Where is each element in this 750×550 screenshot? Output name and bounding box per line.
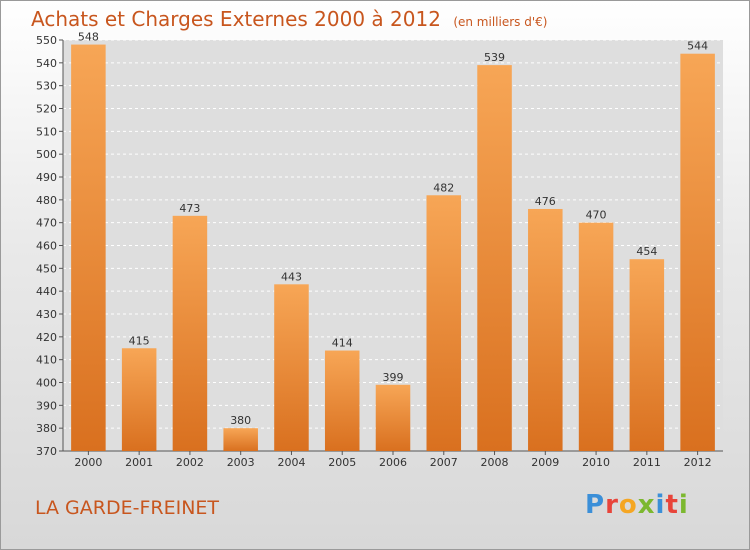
x-tick-label: 2011	[633, 456, 661, 469]
data-label: 544	[687, 40, 708, 53]
logo-letter: t	[665, 490, 679, 520]
data-label: 399	[383, 371, 404, 384]
proxiti-logo: Proxiti	[585, 490, 689, 520]
y-tick-label: 440	[36, 285, 57, 298]
bar	[578, 222, 614, 451]
logo-letter: i	[655, 490, 666, 520]
bar	[680, 53, 715, 451]
y-tick-label: 380	[36, 422, 57, 435]
y-tick-label: 540	[36, 57, 57, 70]
logo-letter: o	[618, 490, 638, 520]
bar	[324, 350, 360, 451]
bar	[274, 284, 309, 451]
data-label: 548	[78, 31, 99, 44]
y-tick-label: 530	[36, 80, 57, 93]
logo-letter: P	[585, 490, 606, 520]
logo-letter: r	[605, 490, 619, 520]
data-label: 473	[179, 202, 200, 215]
bar	[477, 65, 512, 451]
data-label: 539	[484, 51, 505, 64]
chart-unit: (en milliers d'€)	[453, 15, 548, 29]
x-tick-label: 2008	[481, 456, 509, 469]
data-label: 482	[433, 181, 454, 194]
chart-title: Achats et Charges Externes 2000 à 2012 (…	[31, 7, 547, 31]
logo-letter: i	[678, 490, 689, 520]
x-tick-label: 2003	[227, 456, 255, 469]
data-label: 470	[586, 209, 607, 222]
y-tick-label: 510	[36, 125, 57, 138]
y-tick-label: 390	[36, 399, 57, 412]
y-tick-label: 480	[36, 194, 57, 207]
bar	[375, 384, 411, 451]
x-tick-label: 2009	[531, 456, 559, 469]
y-tick-label: 370	[36, 445, 57, 458]
bar	[426, 195, 462, 451]
x-tick-label: 2012	[684, 456, 712, 469]
x-tick-label: 2001	[125, 456, 153, 469]
y-tick-label: 520	[36, 103, 57, 116]
commune-name: LA GARDE-FREINET	[35, 497, 220, 519]
data-label: 414	[332, 337, 353, 350]
data-label: 443	[281, 270, 302, 283]
bar	[121, 348, 157, 451]
bar	[71, 44, 106, 452]
data-label: 380	[230, 414, 251, 427]
x-tick-label: 2007	[430, 456, 458, 469]
chart-title-text: Achats et Charges Externes 2000 à 2012	[31, 7, 441, 31]
y-tick-label: 470	[36, 217, 57, 230]
y-tick-label: 460	[36, 240, 57, 253]
data-label: 454	[636, 245, 657, 258]
x-tick-label: 2010	[582, 456, 610, 469]
y-tick-label: 500	[36, 148, 57, 161]
data-label: 476	[535, 195, 556, 208]
x-tick-label: 2005	[328, 456, 356, 469]
bar	[528, 208, 563, 451]
x-tick-label: 2000	[74, 456, 102, 469]
data-label: 415	[129, 334, 150, 347]
y-tick-label: 430	[36, 308, 57, 321]
x-tick-label: 2002	[176, 456, 204, 469]
bar	[172, 215, 208, 451]
y-tick-label: 420	[36, 331, 57, 344]
x-tick-label: 2004	[277, 456, 305, 469]
y-tick-label: 490	[36, 171, 57, 184]
y-tick-label: 410	[36, 354, 57, 367]
y-tick-label: 450	[36, 262, 57, 275]
bar	[629, 259, 665, 451]
y-tick-label: 550	[36, 34, 57, 47]
x-tick-label: 2006	[379, 456, 407, 469]
y-tick-label: 400	[36, 377, 57, 390]
logo-letter: x	[637, 490, 656, 520]
bar	[223, 428, 258, 451]
